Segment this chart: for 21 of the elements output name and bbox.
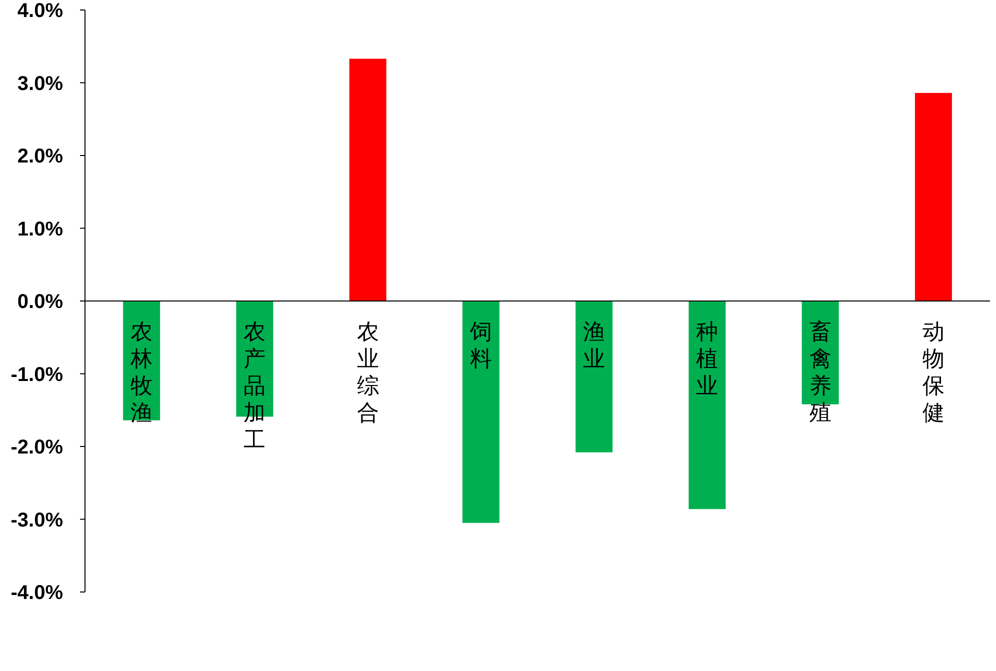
x-tick-label: 农业综合 (356, 320, 379, 426)
bar (914, 92, 952, 301)
y-tick-label: -2.0% (10, 436, 64, 458)
bar (462, 301, 500, 523)
y-tick-label: -1.0% (10, 364, 64, 386)
x-tick-label: 畜禽养殖 (809, 320, 832, 426)
x-tick-label: 渔业 (583, 320, 606, 372)
x-tick-label: 饲料 (468, 320, 492, 372)
y-tick-label: 4.0% (17, 0, 64, 22)
y-tick-label: 1.0% (17, 218, 64, 240)
y-tick-label: -4.0% (10, 582, 64, 604)
x-tick-label: 动物保健 (922, 320, 944, 426)
x-tick-label: 农林牧渔 (130, 320, 153, 426)
x-tick-label: 种植业 (696, 320, 718, 399)
y-tick-label: -3.0% (10, 509, 64, 532)
bar (688, 301, 726, 510)
bar (349, 58, 386, 301)
y-tick-label: 2.0% (17, 146, 64, 168)
bar (576, 301, 613, 452)
y-tick-label: 3.0% (17, 72, 64, 95)
y-tick-label: 0.0% (17, 291, 64, 313)
